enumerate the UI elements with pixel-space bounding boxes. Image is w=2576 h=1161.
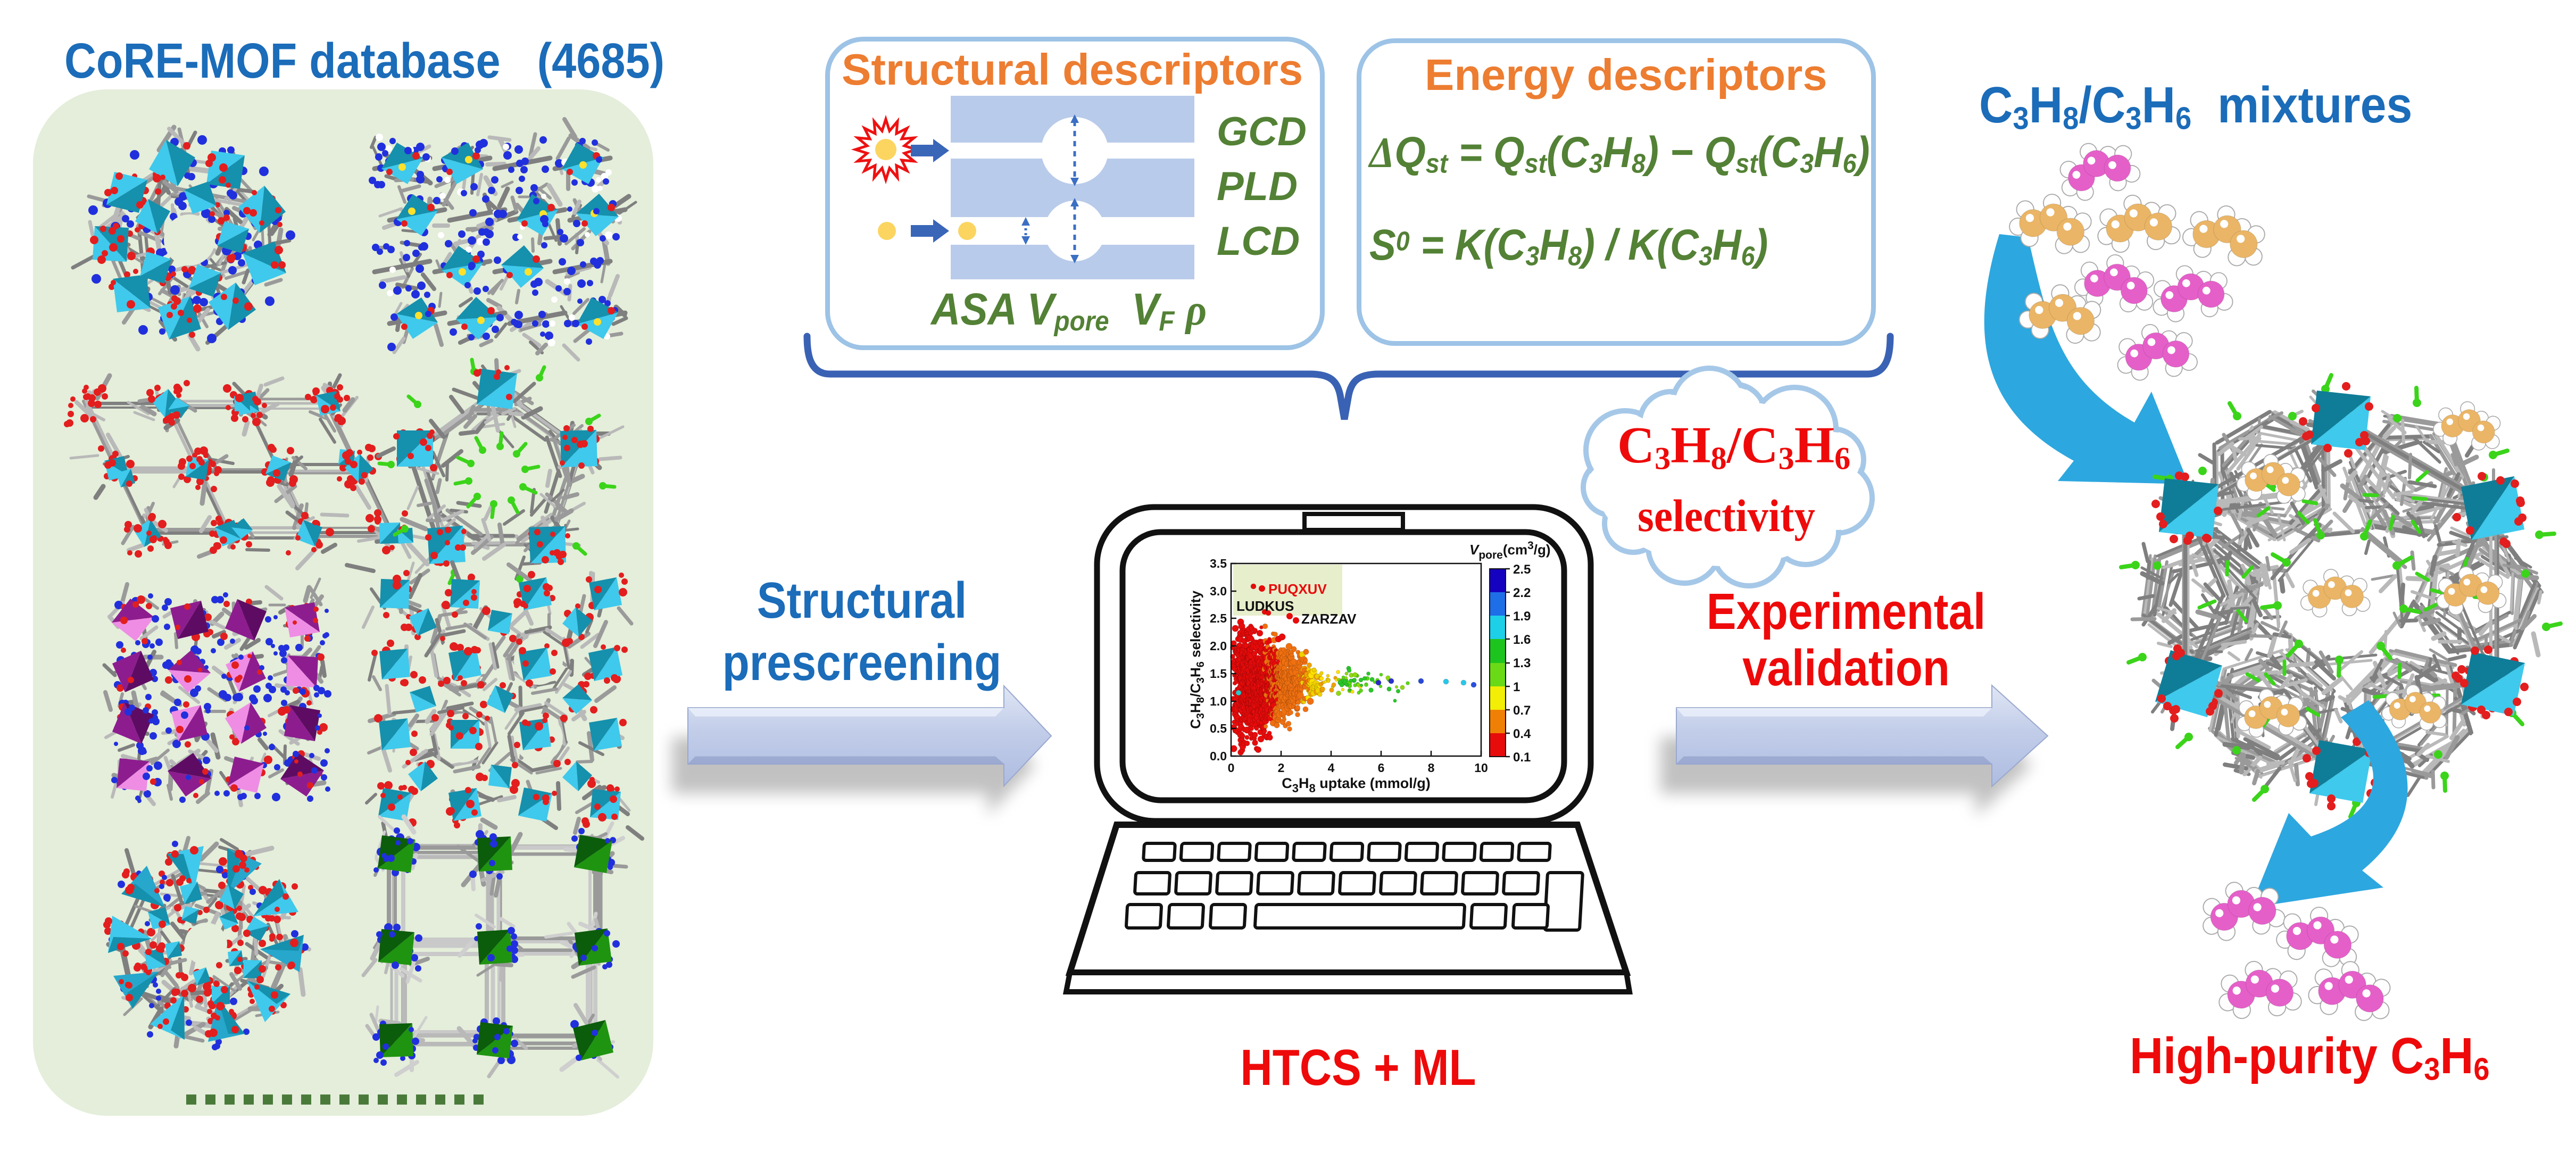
svg-text:1.6: 1.6 [1513,633,1531,647]
svg-text:PUQXUV: PUQXUV [1268,581,1327,597]
svg-text:ZARZAV: ZARZAV [1301,611,1357,627]
svg-text:4: 4 [1328,761,1335,775]
svg-text:0.4: 0.4 [1513,727,1531,741]
svg-text:2.5: 2.5 [1210,611,1227,625]
svg-text:3.5: 3.5 [1210,557,1227,570]
svg-text:1.9: 1.9 [1513,609,1531,624]
svg-text:6: 6 [1378,761,1385,775]
svg-text:1: 1 [1513,680,1520,694]
svg-text:2.0: 2.0 [1210,639,1227,653]
svg-text:2: 2 [1278,761,1285,775]
svg-text:10: 10 [1474,761,1488,775]
svg-text:8: 8 [1428,761,1435,775]
svg-text:LUDKUS: LUDKUS [1236,598,1294,614]
svg-text:2.5: 2.5 [1513,562,1531,577]
svg-text:0: 0 [1228,761,1235,775]
svg-text:0.1: 0.1 [1513,750,1531,765]
svg-text:3.0: 3.0 [1210,584,1227,598]
svg-text:0.7: 0.7 [1513,703,1531,718]
svg-text:0.0: 0.0 [1210,749,1227,763]
svg-text:0.5: 0.5 [1210,722,1227,735]
svg-text:1.0: 1.0 [1210,694,1227,708]
svg-text:1.3: 1.3 [1513,656,1531,670]
svg-text:1.5: 1.5 [1210,667,1227,681]
svg-text:2.2: 2.2 [1513,586,1531,600]
